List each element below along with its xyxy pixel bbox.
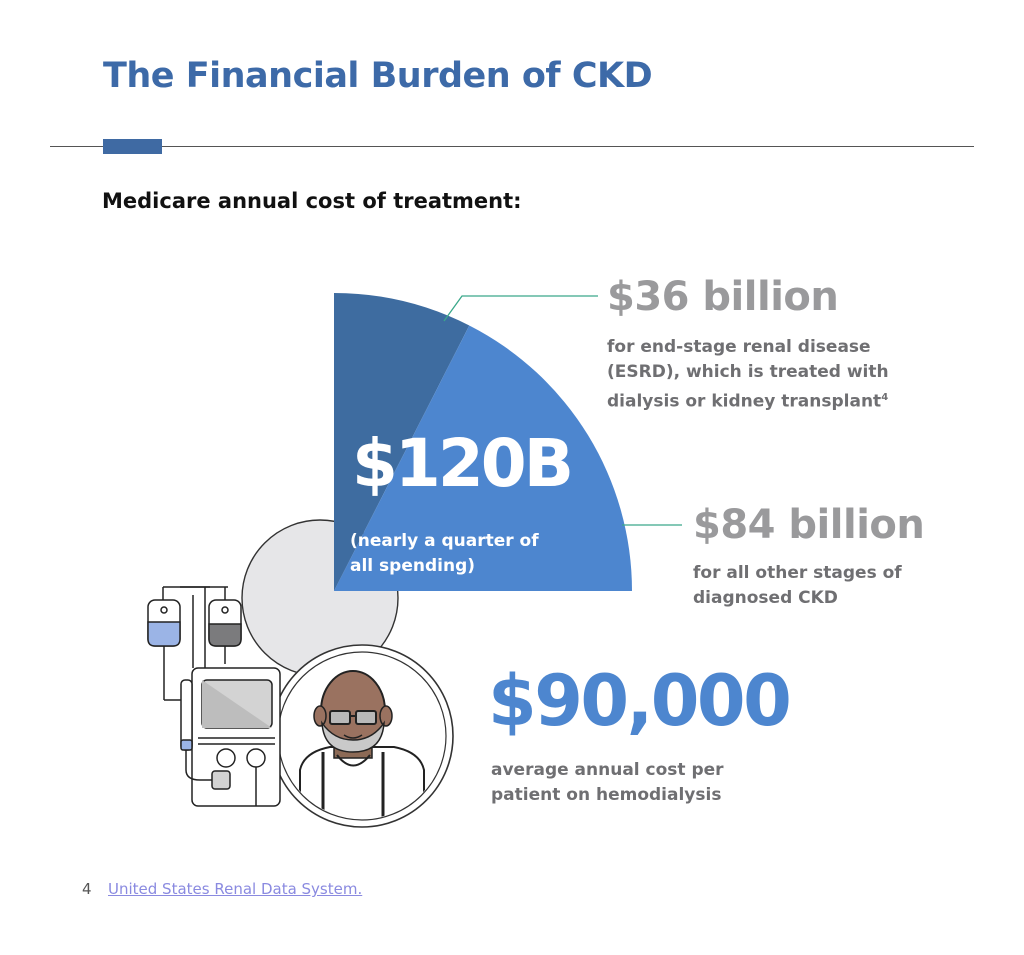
quarter-circle-chart bbox=[334, 293, 632, 591]
section-subtitle: Medicare annual cost of treatment: bbox=[102, 189, 522, 213]
divider-line bbox=[50, 146, 974, 147]
hemodialysis-cost-value: $90,000 bbox=[488, 660, 792, 742]
other-stages-description: for all other stages of diagnosed CKD bbox=[693, 563, 902, 608]
total-value: $120B bbox=[352, 425, 574, 502]
other-stages-value: $84 billion bbox=[693, 502, 925, 548]
patient-icon bbox=[270, 644, 454, 828]
slice-esrd bbox=[334, 293, 470, 591]
hemodialysis-cost-description: average annual cost per patient on hemod… bbox=[491, 760, 724, 805]
esrd-description-text: for end-stage renal disease (ESRD), whic… bbox=[607, 337, 889, 412]
dialysis-machine-icon bbox=[164, 667, 281, 807]
esrd-value: $36 billion bbox=[607, 274, 839, 320]
divider-accent bbox=[103, 139, 162, 154]
leader-line-esrd bbox=[443, 295, 598, 322]
iv-bag-icon bbox=[147, 586, 242, 700]
footnote-source-link[interactable]: United States Renal Data System. bbox=[108, 880, 363, 898]
total-note: (nearly a quarter of all spending) bbox=[350, 531, 539, 576]
footnote-number: 4 bbox=[82, 880, 92, 898]
slice-other-stages bbox=[334, 325, 632, 591]
page-title: The Financial Burden of CKD bbox=[103, 56, 653, 96]
footnote-ref: 4 bbox=[881, 392, 889, 403]
esrd-description: for end-stage renal disease (ESRD), whic… bbox=[607, 335, 927, 415]
